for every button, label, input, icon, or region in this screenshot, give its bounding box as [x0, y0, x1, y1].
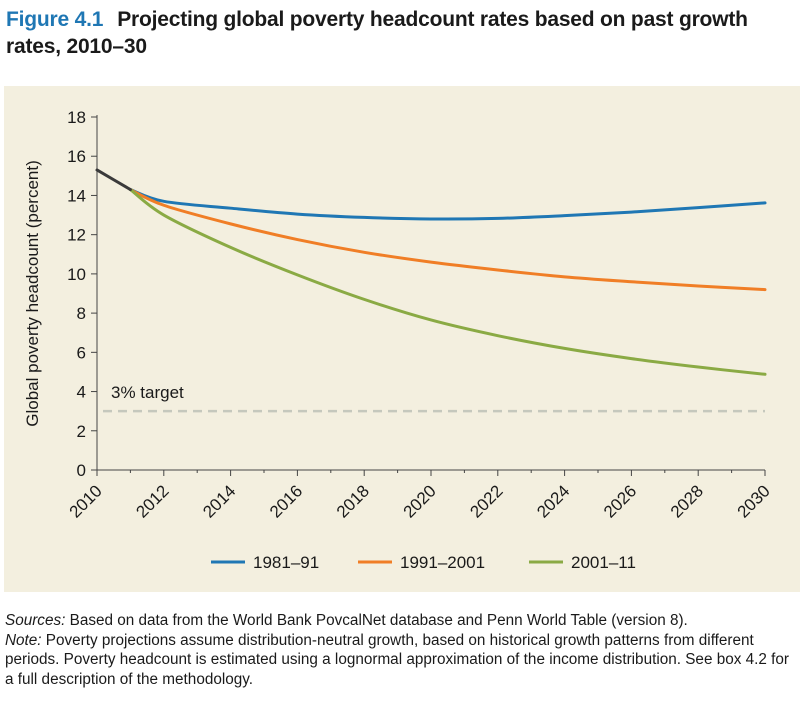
y-tick-label: 6 — [77, 343, 86, 362]
note-text: Poverty projections assume distribution-… — [5, 631, 789, 688]
y-tick-label: 10 — [67, 265, 86, 284]
x-tick-label: 2016 — [266, 481, 306, 521]
x-tick-label: 2018 — [333, 481, 373, 521]
y-tick-label: 14 — [67, 186, 86, 205]
sources-text: Based on data from the World Bank Povcal… — [65, 612, 688, 629]
y-tick-label: 4 — [77, 383, 86, 402]
sources-label: Sources: — [5, 612, 66, 629]
y-tick-label: 2 — [77, 422, 86, 441]
figure-number: Figure 4.1 — [6, 8, 104, 31]
series-line-2 — [128, 188, 767, 292]
series-line-3 — [128, 188, 767, 376]
note-label: Note: — [5, 631, 42, 649]
poverty-line-chart: 0 2 4 6 8 10 12 14 16 18 2010 2012 2014 2016 2018 2020 2… — [23, 108, 774, 572]
sources-note: Sources: Based on data from the World Ba… — [5, 611, 800, 631]
y-tick-label: 16 — [67, 147, 86, 166]
chart-panel: 0 2 4 6 8 10 12 14 16 18 2010 2012 2014 2016 2018 2020 2… — [4, 86, 800, 592]
y-tick-label: 12 — [67, 226, 86, 245]
figure-title-text: Projecting global poverty headcount rate… — [6, 8, 748, 58]
x-tick-label: 2022 — [466, 481, 506, 521]
legend-label-1: 1981–91 — [253, 553, 319, 572]
x-tick-label: 2014 — [199, 481, 239, 521]
figure-title: Figure 4.1 Projecting global poverty head… — [6, 6, 801, 60]
x-tick-label: 2020 — [400, 481, 440, 521]
legend-label-2: 1991–2001 — [400, 553, 485, 572]
x-tick-label: 2026 — [600, 481, 640, 521]
y-axis-title: Global poverty headcount (percent) — [23, 160, 42, 427]
y-tick-label: 0 — [77, 461, 86, 480]
x-tick-label: 2024 — [533, 481, 573, 521]
x-tick-label: 2010 — [66, 481, 106, 521]
figure-notes: Sources: Based on data from the World Ba… — [5, 611, 800, 689]
series-line-1 — [128, 188, 767, 221]
y-tick-label: 18 — [67, 108, 86, 127]
x-tick-label: 2012 — [132, 481, 172, 521]
x-tick-label: 2030 — [734, 481, 774, 521]
historical-line — [95, 168, 132, 192]
x-tick-label: 2028 — [667, 481, 707, 521]
y-tick-label: 8 — [77, 304, 86, 323]
legend-label-3: 2001–11 — [571, 553, 636, 572]
methodology-note: Note: Poverty projections assume distrib… — [5, 631, 800, 690]
target-label: 3% target — [111, 383, 184, 402]
